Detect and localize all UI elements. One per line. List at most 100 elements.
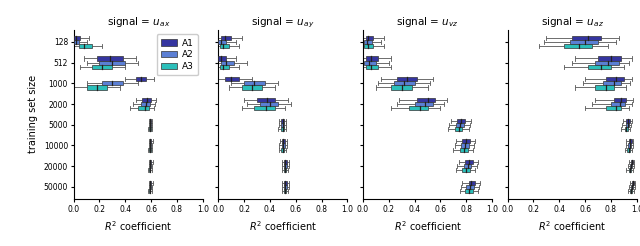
Title: signal = $u_{az}$: signal = $u_{az}$ xyxy=(541,15,604,29)
Bar xyxy=(220,65,228,69)
Bar xyxy=(606,77,624,81)
Bar xyxy=(628,168,631,172)
Bar xyxy=(628,143,631,148)
Bar xyxy=(570,40,598,44)
Bar xyxy=(465,160,473,164)
Bar xyxy=(598,56,621,61)
Bar xyxy=(150,185,151,189)
X-axis label: $R^2$ coefficient: $R^2$ coefficient xyxy=(104,219,172,233)
Bar xyxy=(604,81,621,85)
Bar xyxy=(284,168,286,172)
Bar xyxy=(463,139,470,143)
Bar xyxy=(564,44,591,48)
Bar xyxy=(282,139,285,143)
Bar xyxy=(218,56,226,61)
Bar xyxy=(588,65,611,69)
Bar xyxy=(150,160,151,164)
Bar xyxy=(102,81,123,85)
Bar xyxy=(365,36,373,40)
Bar xyxy=(595,85,614,90)
Bar xyxy=(469,181,476,185)
Bar xyxy=(606,106,621,110)
Title: signal = $u_{ay}$: signal = $u_{ay}$ xyxy=(251,15,314,30)
Bar xyxy=(150,164,151,168)
Bar xyxy=(99,61,125,65)
Bar xyxy=(464,164,472,168)
Bar xyxy=(365,56,378,61)
Bar xyxy=(136,77,146,81)
Bar xyxy=(149,189,150,193)
Bar xyxy=(282,143,285,148)
Bar xyxy=(92,65,113,69)
Bar xyxy=(149,168,150,172)
Bar xyxy=(611,102,625,106)
Bar xyxy=(461,143,469,148)
Bar xyxy=(149,148,150,152)
Bar xyxy=(627,119,630,123)
Bar xyxy=(150,143,151,148)
Bar xyxy=(392,85,412,90)
Bar xyxy=(221,61,234,65)
Bar xyxy=(220,44,228,48)
Bar xyxy=(284,189,286,193)
Bar xyxy=(138,106,148,110)
Bar xyxy=(221,36,231,40)
Bar xyxy=(630,164,632,168)
Bar xyxy=(142,98,151,102)
Bar xyxy=(284,181,287,185)
Bar xyxy=(632,181,634,185)
Bar xyxy=(625,127,628,131)
Bar xyxy=(225,77,239,81)
Bar xyxy=(630,160,633,164)
X-axis label: $R^2$ coefficient: $R^2$ coefficient xyxy=(249,219,317,233)
Bar xyxy=(281,127,284,131)
Bar xyxy=(365,65,378,69)
Bar xyxy=(284,185,287,189)
Bar xyxy=(572,36,600,40)
Bar xyxy=(415,102,433,106)
Bar xyxy=(364,40,372,44)
Bar xyxy=(257,98,275,102)
Bar xyxy=(74,36,80,40)
Bar xyxy=(150,139,151,143)
Bar xyxy=(97,56,123,61)
X-axis label: $R^2$ coefficient: $R^2$ coefficient xyxy=(538,219,606,233)
Bar xyxy=(595,61,619,65)
Bar xyxy=(465,189,473,193)
Bar xyxy=(454,127,463,131)
Bar xyxy=(364,44,373,48)
Title: signal = $u_{ax}$: signal = $u_{ax}$ xyxy=(106,15,170,29)
Bar xyxy=(457,119,465,123)
Bar xyxy=(467,185,474,189)
Bar xyxy=(79,44,92,48)
Bar xyxy=(281,148,284,152)
Bar xyxy=(364,61,376,65)
Bar xyxy=(149,127,150,131)
Bar xyxy=(629,139,632,143)
Bar xyxy=(463,168,470,172)
Bar xyxy=(150,123,151,127)
Bar xyxy=(460,148,468,152)
Bar xyxy=(218,40,226,44)
Bar xyxy=(627,148,630,152)
Bar xyxy=(284,160,287,164)
Bar xyxy=(282,123,284,127)
Bar xyxy=(86,85,107,90)
Title: signal = $u_{vz}$: signal = $u_{vz}$ xyxy=(396,15,459,29)
Bar xyxy=(394,81,415,85)
Bar xyxy=(241,85,262,90)
Bar xyxy=(260,102,278,106)
Y-axis label: training set size: training set size xyxy=(28,75,38,154)
Bar xyxy=(630,189,632,193)
Bar xyxy=(74,40,79,44)
Bar xyxy=(244,81,265,85)
Bar xyxy=(417,98,435,102)
Bar xyxy=(626,123,629,127)
Bar xyxy=(397,77,417,81)
Bar xyxy=(614,98,627,102)
Bar xyxy=(284,164,287,168)
X-axis label: $R^2$ coefficient: $R^2$ coefficient xyxy=(394,219,461,233)
Bar xyxy=(141,102,150,106)
Bar xyxy=(255,106,275,110)
Bar xyxy=(631,185,634,189)
